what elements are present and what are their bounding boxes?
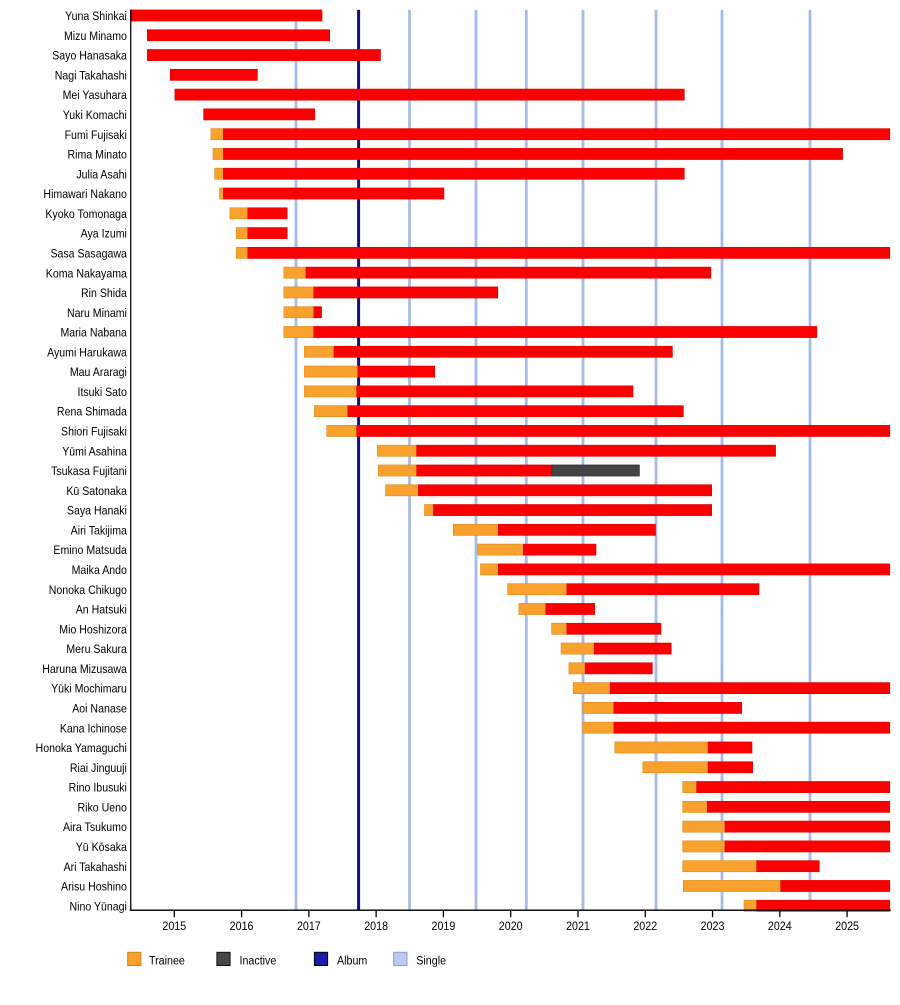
svg-text:Album: Album <box>337 955 367 968</box>
svg-text:Meru Sakura: Meru Sakura <box>66 644 127 657</box>
svg-text:Yū Kōsaka: Yū Kōsaka <box>76 841 128 854</box>
svg-text:Airi Takijima: Airi Takijima <box>71 525 128 538</box>
svg-text:Tsukasa Fujitani: Tsukasa Fujitani <box>51 465 127 478</box>
svg-text:Emino Matsuda: Emino Matsuda <box>53 545 127 558</box>
svg-text:Kyoko Tomonaga: Kyoko Tomonaga <box>45 208 127 221</box>
svg-text:Rima Minato: Rima Minato <box>68 149 127 162</box>
svg-text:Aoi Nanase: Aoi Nanase <box>72 703 127 716</box>
svg-text:Inactive: Inactive <box>240 955 277 968</box>
svg-text:Arisu Hoshino: Arisu Hoshino <box>61 881 127 894</box>
svg-text:Aira Tsukumo: Aira Tsukumo <box>63 822 127 835</box>
svg-text:2022: 2022 <box>633 920 657 933</box>
svg-text:2023: 2023 <box>701 920 725 933</box>
svg-text:2018: 2018 <box>364 920 388 933</box>
svg-text:Nonoka Chikugo: Nonoka Chikugo <box>49 584 127 597</box>
svg-text:Sasa Sasagawa: Sasa Sasagawa <box>50 248 127 261</box>
svg-text:Yuki Komachi: Yuki Komachi <box>63 109 127 122</box>
svg-text:Nagi Takahashi: Nagi Takahashi <box>55 70 127 83</box>
svg-text:Aya Izumi: Aya Izumi <box>81 228 127 241</box>
svg-text:Honoka Yamaguchi: Honoka Yamaguchi <box>36 742 127 755</box>
svg-text:2015: 2015 <box>162 920 186 933</box>
svg-text:Saya Hanaki: Saya Hanaki <box>67 505 127 518</box>
svg-text:Sayo Hanasaka: Sayo Hanasaka <box>52 50 127 63</box>
svg-text:Ari Takahashi: Ari Takahashi <box>64 861 127 874</box>
svg-text:Haruna Mizusawa: Haruna Mizusawa <box>42 663 127 676</box>
svg-text:Riai Jinguuji: Riai Jinguuji <box>70 762 127 775</box>
svg-text:Single: Single <box>416 955 446 968</box>
svg-text:2017: 2017 <box>297 920 321 933</box>
svg-text:2025: 2025 <box>835 920 859 933</box>
svg-text:Himawari Nakano: Himawari Nakano <box>43 188 126 201</box>
svg-text:2020: 2020 <box>499 920 523 933</box>
svg-text:Mizu Minamo: Mizu Minamo <box>64 30 127 43</box>
svg-text:Rena Shimada: Rena Shimada <box>57 406 128 419</box>
svg-text:Itsuki Sato: Itsuki Sato <box>78 386 127 399</box>
svg-text:Mau Araragi: Mau Araragi <box>70 367 127 380</box>
svg-text:Naru Minami: Naru Minami <box>67 307 127 320</box>
svg-text:2024: 2024 <box>768 920 792 933</box>
svg-text:Yuna Shinkai: Yuna Shinkai <box>65 10 127 23</box>
svg-text:Yūki Mochimaru: Yūki Mochimaru <box>51 683 127 696</box>
svg-text:Kana Ichinose: Kana Ichinose <box>60 723 127 736</box>
svg-text:An Hatsuki: An Hatsuki <box>76 604 127 617</box>
svg-text:Koma Nakayama: Koma Nakayama <box>46 268 128 281</box>
svg-text:2016: 2016 <box>230 920 254 933</box>
svg-text:Fumi Fujisaki: Fumi Fujisaki <box>65 129 127 142</box>
svg-text:Trainee: Trainee <box>149 955 185 968</box>
svg-text:Maika Ando: Maika Ando <box>72 564 127 577</box>
svg-text:Mio Hoshizora: Mio Hoshizora <box>59 624 127 637</box>
svg-text:Shiori Fujisaki: Shiori Fujisaki <box>61 426 127 439</box>
svg-text:Ayumi Harukawa: Ayumi Harukawa <box>47 347 127 360</box>
svg-text:Riko Ueno: Riko Ueno <box>78 802 127 815</box>
svg-text:Yūmi Asahina: Yūmi Asahina <box>62 446 127 459</box>
svg-text:2021: 2021 <box>566 920 590 933</box>
svg-text:Nino Yūnagi: Nino Yūnagi <box>69 901 126 914</box>
svg-text:Rin Shida: Rin Shida <box>81 287 127 300</box>
svg-text:Mei Yasuhara: Mei Yasuhara <box>63 90 128 103</box>
svg-text:Kū Satonaka: Kū Satonaka <box>66 485 127 498</box>
svg-text:Rino Ibusuki: Rino Ibusuki <box>69 782 127 795</box>
svg-text:Julia Asahi: Julia Asahi <box>76 169 127 182</box>
svg-text:Maria Nabana: Maria Nabana <box>60 327 127 340</box>
svg-text:2019: 2019 <box>432 920 456 933</box>
